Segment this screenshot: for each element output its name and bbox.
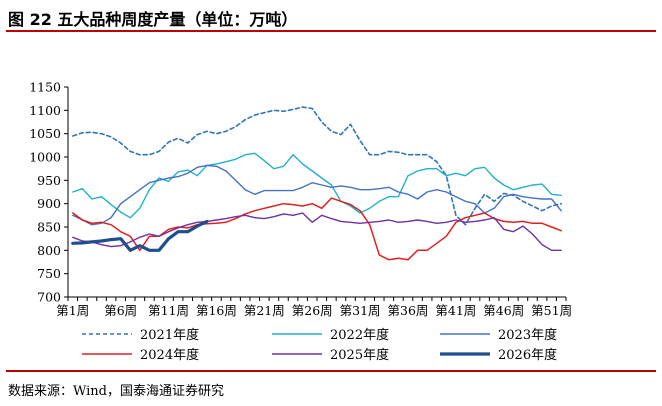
x-tick-label: 第1周 xyxy=(56,303,89,318)
chart-title: 图 22 五大品种周度产量（单位：万吨） xyxy=(8,10,298,29)
y-tick-label: 950 xyxy=(37,173,61,188)
legend-label: 2025年度 xyxy=(330,347,389,363)
legend-item: 2021年度 xyxy=(82,327,199,343)
y-tick-label: 900 xyxy=(37,196,61,211)
legend-item: 2025年度 xyxy=(272,347,389,363)
y-tick-label: 1150 xyxy=(29,80,61,95)
y-tick-label: 1000 xyxy=(29,150,61,165)
x-tick-label: 第31周 xyxy=(340,303,381,318)
x-tick-label: 第36周 xyxy=(388,303,429,318)
legend-item: 2026年度 xyxy=(440,347,557,363)
legend-label: 2021年度 xyxy=(140,327,199,343)
x-tick-label: 第51周 xyxy=(531,303,572,318)
legend-item: 2022年度 xyxy=(272,327,389,343)
series-line-2025年度 xyxy=(72,212,562,251)
legend-label: 2023年度 xyxy=(498,327,557,343)
x-tick-label: 第41周 xyxy=(435,303,476,318)
legend-label: 2026年度 xyxy=(498,347,557,363)
x-tick-label: 第11周 xyxy=(148,303,189,318)
chart-title-area: 图 22 五大品种周度产量（单位：万吨） xyxy=(6,2,656,32)
x-tick-label: 第21周 xyxy=(244,303,285,318)
x-tick-label: 第26周 xyxy=(292,303,333,318)
series-line-2023年度 xyxy=(72,164,562,226)
series-line-2026年度 xyxy=(71,219,209,252)
bottom-divider xyxy=(6,370,656,372)
series-line-2021年度 xyxy=(72,106,562,226)
legend-label: 2024年度 xyxy=(140,347,199,363)
y-tick-label: 800 xyxy=(37,243,61,258)
x-tick-label: 第6周 xyxy=(104,303,137,318)
legend-item: 2024年度 xyxy=(82,347,199,363)
y-tick-label: 750 xyxy=(37,266,61,281)
y-tick-label: 1100 xyxy=(29,103,61,118)
legend-label: 2022年度 xyxy=(330,327,389,343)
top-divider xyxy=(6,30,656,32)
x-tick-label: 第46周 xyxy=(483,303,524,318)
y-tick-label: 700 xyxy=(37,290,61,305)
x-tick-label: 第16周 xyxy=(196,303,237,318)
y-tick-label: 850 xyxy=(37,220,61,235)
series-line-2022年度 xyxy=(72,152,562,219)
y-tick-label: 1050 xyxy=(29,126,61,141)
legend-item: 2023年度 xyxy=(440,327,557,343)
source-note: 数据来源：Wind，国泰海通证券研究 xyxy=(8,384,224,399)
series-line-2024年度 xyxy=(72,197,562,261)
